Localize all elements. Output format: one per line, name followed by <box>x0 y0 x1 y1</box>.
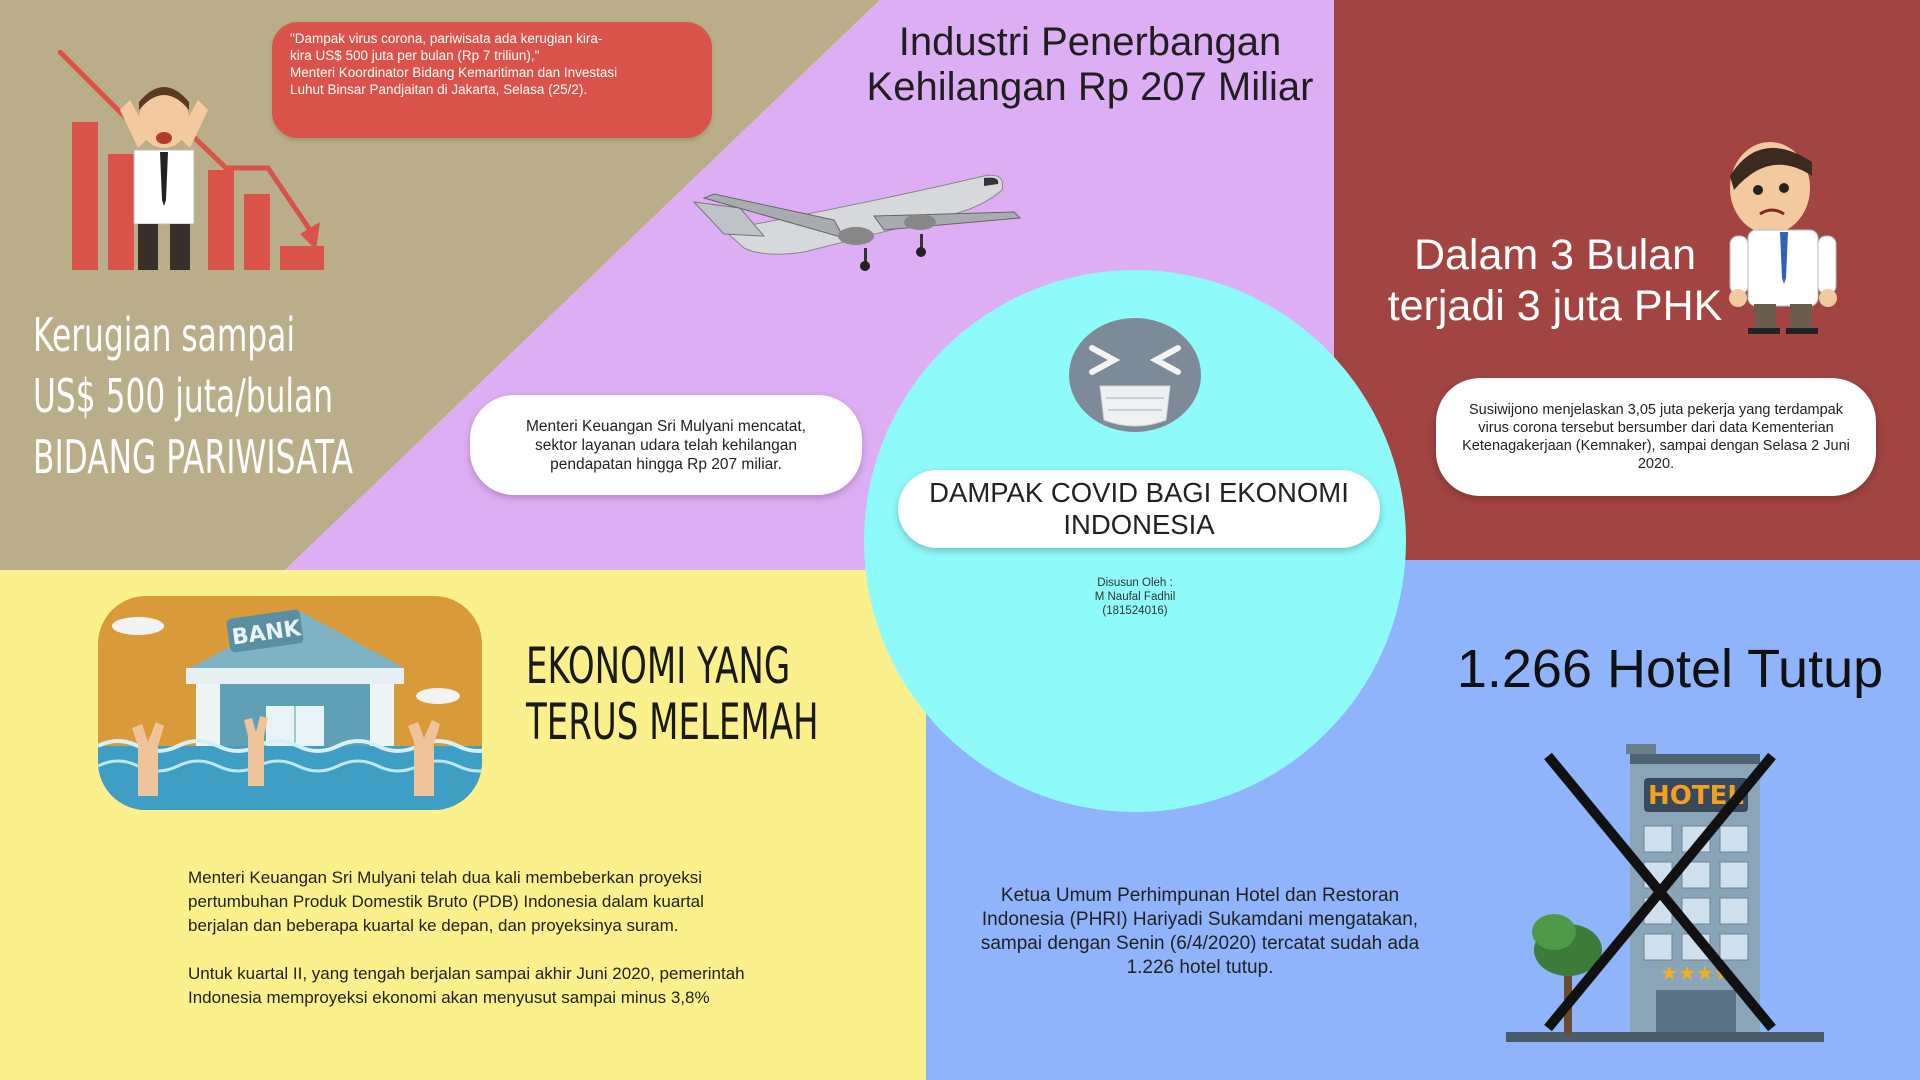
credit-name: M Naufal Fadhil <box>1094 591 1176 603</box>
hotel-title: 1.266 Hotel Tutup <box>1456 639 1884 699</box>
quote-line: Luhut Binsar Pandjaitan di Jakarta, Sela… <box>290 82 588 97</box>
hotel-body: Ketua Umum Perhimpunan Hotel dan Restora… <box>980 885 1420 978</box>
layoff-note: Susiwijono menjelaskan 3,05 juta pekerja… <box>1436 378 1876 496</box>
aviation-title-line: Industri Penerbangan <box>898 20 1282 64</box>
credits: Disusun Oleh : M Naufal Fadhil (18152401… <box>1000 576 1270 618</box>
quote-line: Menteri Koordinator Bidang Kemaritiman d… <box>290 65 618 80</box>
aviation-title: Industri Penerbangan Kehilangan Rp 207 M… <box>820 20 1360 110</box>
aviation-note: Menteri Keuangan Sri Mulyani mencatat, s… <box>470 395 862 495</box>
layoff-title: Dalam 3 Bulan terjadi 3 juta PHK <box>1365 230 1745 332</box>
closed-hotel-icon: HOTEL ★★★★ <box>1506 744 1824 1042</box>
tourism-heading-line: US$ 500 juta/bulan <box>33 369 334 423</box>
economy-heading-line: EKONOMI YANG <box>526 637 791 695</box>
falling-chart-icon <box>58 50 324 270</box>
sad-worker-icon <box>1729 142 1837 334</box>
tourism-heading: Kerugian sampai US$ 500 juta/bulan BIDAN… <box>33 305 353 488</box>
center-title-line: DAMPAK COVID BAGI EKONOMI <box>929 477 1349 508</box>
quote-line: "Dampak virus corona, pariwisata ada ker… <box>290 31 603 46</box>
economy-paragraph: Untuk kuartal II, yang tengah berjalan s… <box>188 964 745 1007</box>
tourism-heading-line: BIDANG PARIWISATA <box>33 430 354 484</box>
credit-label: Disusun Oleh : <box>1097 577 1173 589</box>
tourism-heading-line: Kerugian sampai <box>33 308 296 362</box>
mask-face-emoji-icon <box>1069 318 1201 432</box>
aviation-title-line: Kehilangan Rp 207 Miliar <box>866 65 1314 109</box>
economy-heading: EKONOMI YANG TERUS MELEMAH <box>526 638 819 750</box>
economy-heading-line: TERUS MELEMAH <box>526 693 819 751</box>
layoff-title-line: terjadi 3 juta PHK <box>1387 282 1723 330</box>
quote-line: kira US$ 500 juta per bulan (Rp 7 triliu… <box>290 48 540 63</box>
airplane-icon <box>692 174 1022 271</box>
credit-id: (181524016) <box>1102 605 1168 617</box>
tan-panel <box>0 0 880 570</box>
sinking-bank-icon: BANK <box>98 596 482 810</box>
quote-bubble: "Dampak virus corona, pariwisata ada ker… <box>272 22 712 138</box>
layoff-title-line: Dalam 3 Bulan <box>1413 231 1697 279</box>
economy-paragraph: Menteri Keuangan Sri Mulyani telah dua k… <box>188 868 704 935</box>
economy-body: Menteri Keuangan Sri Mulyani telah dua k… <box>188 866 748 1034</box>
center-title-line: INDONESIA <box>1063 509 1215 540</box>
center-title: DAMPAK COVID BAGI EKONOMI INDONESIA <box>898 470 1380 548</box>
